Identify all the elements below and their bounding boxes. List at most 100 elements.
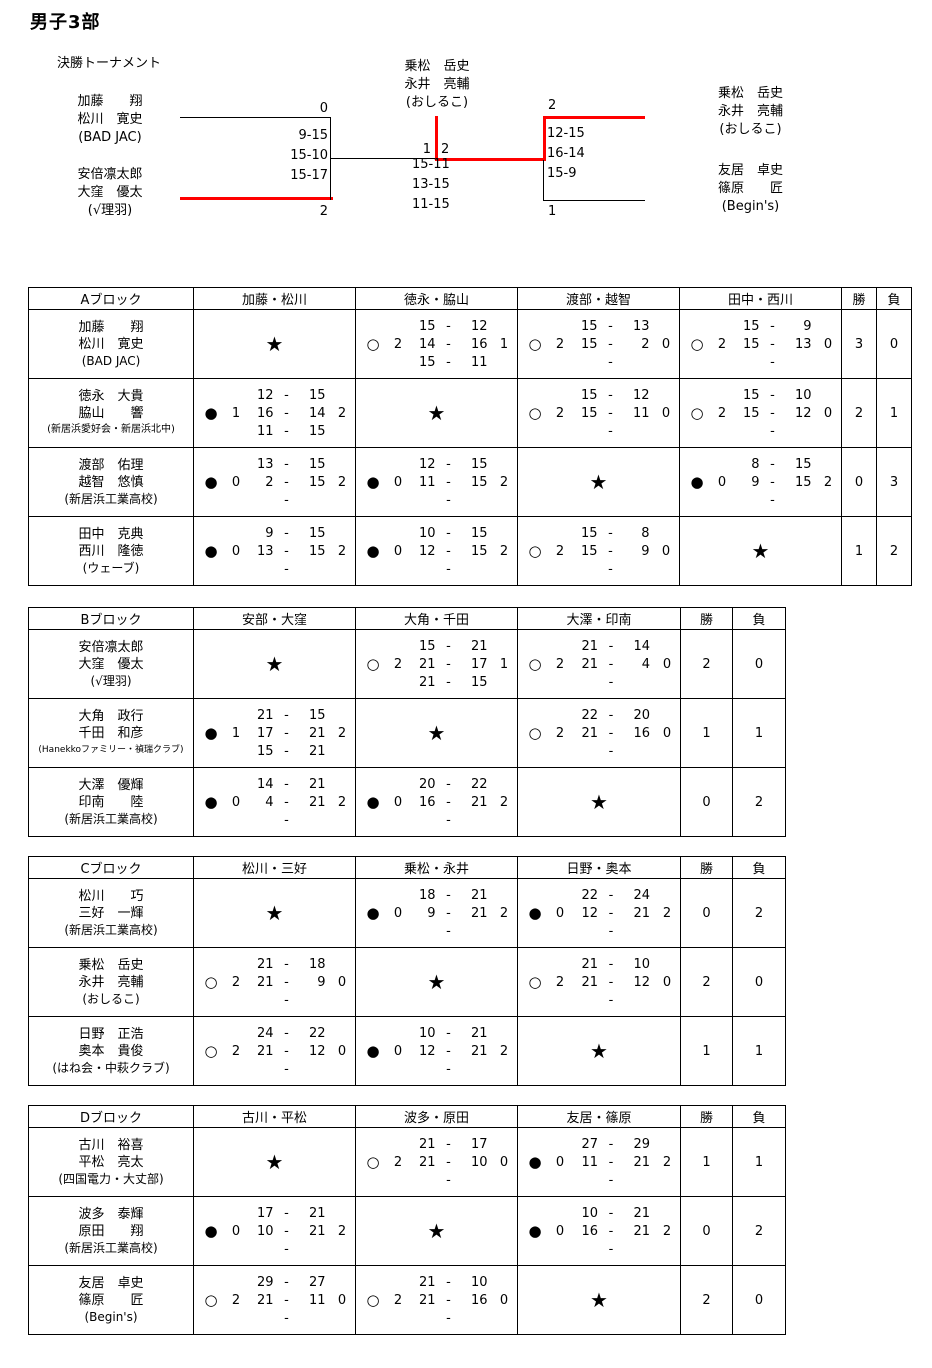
score-left: 20 <box>418 776 436 792</box>
score-left: 27 <box>581 1136 598 1152</box>
score-right: 10 <box>633 956 650 972</box>
column-header-pair: 渡部・越智 <box>517 287 680 310</box>
match-score-line: ○ 2 21- 9 0 <box>195 973 355 991</box>
match-detail: 15-12 ○ 2 15-11 0- <box>519 380 679 447</box>
score-right: 21 <box>633 905 650 921</box>
game-score: 22- 20 <box>568 708 654 723</box>
game-score: - <box>730 424 815 439</box>
match-score-line: ○ 2 21- 10 0 <box>357 1153 517 1171</box>
match-score-line: 13- 15 <box>195 455 355 473</box>
score-right <box>300 993 326 1008</box>
bracket-line-final-left <box>330 158 436 159</box>
bracket-label: 決勝トーナメント <box>57 56 162 71</box>
match-score-line: - <box>519 922 680 940</box>
game-score: - <box>244 562 329 577</box>
loss-mark: ● <box>366 542 380 560</box>
score-left: 21 <box>256 1043 274 1059</box>
score-left <box>572 355 598 370</box>
match-detail: 12-15 ● 0 11-15 2- <box>357 449 517 516</box>
game-score: 15- 8 <box>568 526 653 541</box>
game-score: 21- 9 <box>244 975 329 990</box>
block-header-row: Aブロック 加藤・松川 徳永・脇山 渡部・越智 田中・西川勝負 <box>28 287 912 310</box>
win-mark: ○ <box>366 1153 380 1171</box>
match-score-line: ● 0 11- 21 2 <box>519 1153 680 1171</box>
self-star: ★ <box>427 401 446 425</box>
win-mark: ○ <box>690 335 704 353</box>
score-dash: - <box>608 423 613 439</box>
opp-sets: 0 <box>499 1154 509 1170</box>
score-left: 21 <box>581 656 598 672</box>
own-sets: 0 <box>231 474 241 490</box>
club-name: (BAD JAC) <box>78 130 142 145</box>
match-score-line: ○ 2 21- 12 0 <box>519 973 680 991</box>
match-score-line: 12- 15 <box>195 386 355 404</box>
game-score: 16- 21 <box>406 795 491 810</box>
match-result-cell: 12-15 ● 0 11-15 2- <box>355 447 518 517</box>
score-dash: - <box>284 525 289 541</box>
score-right: 18 <box>308 956 326 972</box>
column-header-pair: 徳永・脇山 <box>355 287 518 310</box>
game-score: 12- 21 <box>568 906 654 921</box>
match-detail: 27-29 ● 0 11-21 2- <box>519 1129 680 1196</box>
score-dash: - <box>446 923 451 939</box>
wins-value: 2 <box>680 947 733 1017</box>
club-name: (√理羽) <box>87 203 133 218</box>
score-right: 12 <box>633 974 650 990</box>
bracket-line-left-bottom-winner <box>180 197 333 200</box>
semi-left-bottom-sets: 2 <box>319 204 328 219</box>
match-score-line: ● 1 17- 21 2 <box>195 724 355 742</box>
score-left: 21 <box>581 725 598 741</box>
own-sets: 2 <box>555 725 565 741</box>
player-name: 篠原 匠 <box>717 181 783 196</box>
game-score: 12- 15 <box>244 388 329 403</box>
match-score-line: 21- 10 <box>519 955 680 973</box>
match-result-cell: 12-15 ● 1 16-14 2 11-15 <box>193 378 356 448</box>
club-name: (BAD JAC) <box>81 354 141 368</box>
game-score: - <box>406 1062 491 1077</box>
game-score: 11-15 <box>412 197 450 212</box>
score-right: 10 <box>470 1154 488 1170</box>
score-dash: - <box>608 743 614 759</box>
match-result-cell: 15-12 ○ 2 14-16 1 15-11 <box>355 309 518 379</box>
match-score-line: ● 0 4- 21 2 <box>195 793 355 811</box>
score-dash: - <box>608 318 613 334</box>
player-name: 乗松 岳史 <box>78 958 144 973</box>
game-score: - <box>568 744 654 759</box>
score-dash: - <box>608 525 613 541</box>
wins-value: 3 <box>841 309 877 379</box>
win-mark: ○ <box>204 973 218 991</box>
score-left: 21 <box>581 974 598 990</box>
own-sets: 2 <box>717 336 727 352</box>
loss-mark: ● <box>528 1153 542 1171</box>
game-score: - <box>244 993 329 1008</box>
own-sets: 0 <box>393 543 403 559</box>
score-right: 15 <box>308 543 326 559</box>
player-name: 大窪 優太 <box>78 657 144 672</box>
score-dash: - <box>608 923 614 939</box>
game-score: 4- 21 <box>244 795 329 810</box>
game-score: - <box>568 1242 654 1257</box>
player-name: 安倍凛太郎 <box>77 167 143 182</box>
score-dash: - <box>446 776 451 792</box>
player-name: 越智 悠慎 <box>78 475 144 490</box>
own-sets: 2 <box>231 1292 241 1308</box>
self-match-cell: ★ <box>679 516 842 586</box>
self-star: ★ <box>427 970 446 994</box>
score-dash: - <box>446 543 451 559</box>
score-dash: - <box>608 887 614 903</box>
loss-mark: ● <box>366 904 380 922</box>
score-dash: - <box>608 1241 614 1257</box>
game-score: 15- 13 <box>568 319 653 334</box>
self-star: ★ <box>265 901 284 925</box>
match-score-line: ○ 2 21- 11 0 <box>195 1291 355 1309</box>
match-result-cell: 14-21 ● 0 4-21 2- <box>193 767 356 837</box>
match-score-line: ● 0 16- 21 2 <box>519 1222 680 1240</box>
wins-value: 0 <box>680 878 733 948</box>
score-dash: - <box>446 905 451 921</box>
score-left <box>410 1311 436 1326</box>
opp-sets: 2 <box>662 1154 672 1170</box>
block-label: Aブロック <box>28 287 194 310</box>
score-dash: - <box>284 492 289 508</box>
game-score: - <box>406 493 491 508</box>
game-score: 21- 12 <box>244 1044 329 1059</box>
